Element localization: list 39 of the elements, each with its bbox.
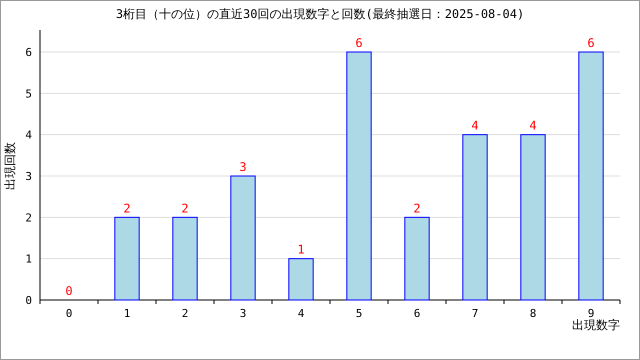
x-tick-label: 4 bbox=[298, 307, 305, 320]
data-label: 2 bbox=[181, 201, 189, 216]
y-tick-label: 3 bbox=[25, 170, 32, 183]
data-label: 6 bbox=[355, 36, 363, 50]
y-tick-label: 4 bbox=[25, 128, 32, 142]
x-tick-label: 1 bbox=[124, 307, 130, 320]
y-tick-label: 6 bbox=[25, 46, 32, 59]
x-tick-label: 6 bbox=[414, 307, 420, 320]
x-tick-label: 8 bbox=[530, 307, 536, 320]
bar bbox=[230, 176, 256, 300]
bar bbox=[172, 216, 198, 300]
x-tick-label: 7 bbox=[472, 307, 478, 320]
data-label: 2 bbox=[413, 201, 421, 216]
bar bbox=[520, 134, 546, 300]
data-label: 4 bbox=[471, 118, 479, 133]
x-tick-label: 2 bbox=[182, 307, 188, 320]
data-label: 3 bbox=[239, 160, 247, 174]
x-tick-label: 5 bbox=[356, 307, 362, 320]
x-tick-label: 0 bbox=[66, 307, 72, 320]
y-tick-label: 2 bbox=[25, 211, 32, 224]
y-tick-label: 5 bbox=[25, 87, 32, 100]
x-tick-label: 3 bbox=[240, 307, 246, 320]
data-label: 1 bbox=[297, 242, 305, 257]
y-axis-title: 出現回数 bbox=[3, 142, 17, 190]
bar bbox=[578, 52, 604, 300]
data-label: 2 bbox=[123, 201, 131, 216]
bar bbox=[346, 52, 372, 300]
bar bbox=[462, 134, 488, 300]
bar bbox=[114, 216, 140, 300]
data-label: 6 bbox=[587, 36, 595, 50]
data-label: 4 bbox=[529, 118, 537, 133]
chart-title: 3桁目（十の位）の直近30回の出現数字と回数(最終抽選日：2025-08-04) bbox=[116, 7, 524, 21]
y-tick-label: 1 bbox=[25, 252, 32, 266]
x-tick-label: 9 bbox=[588, 307, 594, 320]
x-axis-title: 出現数字 bbox=[572, 318, 620, 332]
data-label: 0 bbox=[65, 284, 73, 298]
y-tick-label: 0 bbox=[25, 294, 32, 307]
bar bbox=[404, 216, 430, 300]
bar bbox=[288, 258, 314, 300]
